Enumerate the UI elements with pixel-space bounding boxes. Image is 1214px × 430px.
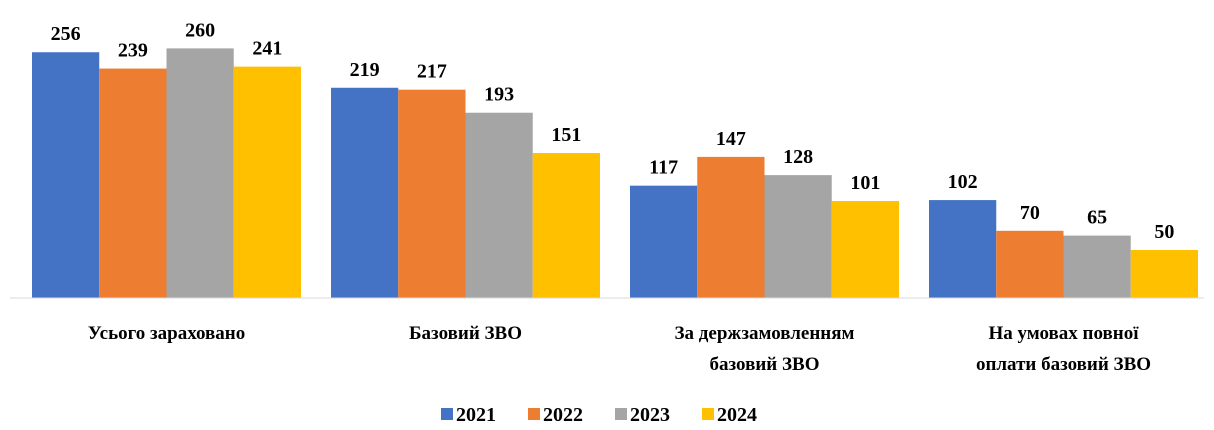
bar bbox=[465, 112, 533, 298]
bar bbox=[1063, 235, 1131, 298]
legend-swatch bbox=[441, 408, 453, 420]
bar bbox=[32, 52, 100, 298]
x-tick-label: За держзамовленням базовий ЗВО bbox=[674, 323, 855, 375]
x-tick-label: Базовий ЗВО bbox=[409, 323, 522, 344]
legend-swatch bbox=[702, 408, 714, 420]
x-tick-label: На умовах повної оплати базовий ЗВО bbox=[975, 323, 1152, 375]
data-label: 70 bbox=[1020, 202, 1040, 224]
legend-label: 2022 bbox=[543, 404, 583, 426]
data-label: 217 bbox=[417, 61, 447, 83]
bar bbox=[233, 66, 301, 298]
data-label: 219 bbox=[350, 59, 380, 81]
bar bbox=[630, 185, 698, 298]
data-label: 65 bbox=[1087, 207, 1107, 229]
data-label: 117 bbox=[649, 157, 678, 179]
bar bbox=[1130, 250, 1198, 298]
bar bbox=[697, 156, 765, 298]
bar bbox=[929, 200, 997, 298]
legend-swatch bbox=[528, 408, 540, 420]
data-label: 241 bbox=[252, 38, 282, 60]
data-label: 151 bbox=[551, 124, 581, 146]
data-label: 256 bbox=[51, 23, 81, 45]
data-label: 193 bbox=[484, 84, 514, 106]
bar bbox=[764, 175, 832, 298]
data-label: 50 bbox=[1154, 221, 1174, 243]
bar bbox=[99, 68, 167, 298]
bar bbox=[532, 153, 600, 298]
legend-swatch bbox=[615, 408, 627, 420]
bar bbox=[166, 48, 234, 299]
legend-label: 2023 bbox=[630, 404, 670, 426]
data-label: 101 bbox=[850, 172, 880, 194]
bar bbox=[331, 87, 399, 298]
x-tick-label: Усього зараховано bbox=[87, 323, 246, 344]
data-label: 239 bbox=[118, 40, 148, 62]
bar bbox=[996, 230, 1064, 298]
data-label: 128 bbox=[783, 146, 813, 168]
legend-label: 2021 bbox=[456, 404, 496, 426]
bar bbox=[831, 201, 899, 298]
bar bbox=[398, 89, 466, 299]
data-label: 147 bbox=[716, 128, 746, 150]
data-label: 102 bbox=[948, 171, 978, 193]
data-label: 260 bbox=[185, 19, 215, 41]
legend-label: 2024 bbox=[717, 404, 757, 426]
